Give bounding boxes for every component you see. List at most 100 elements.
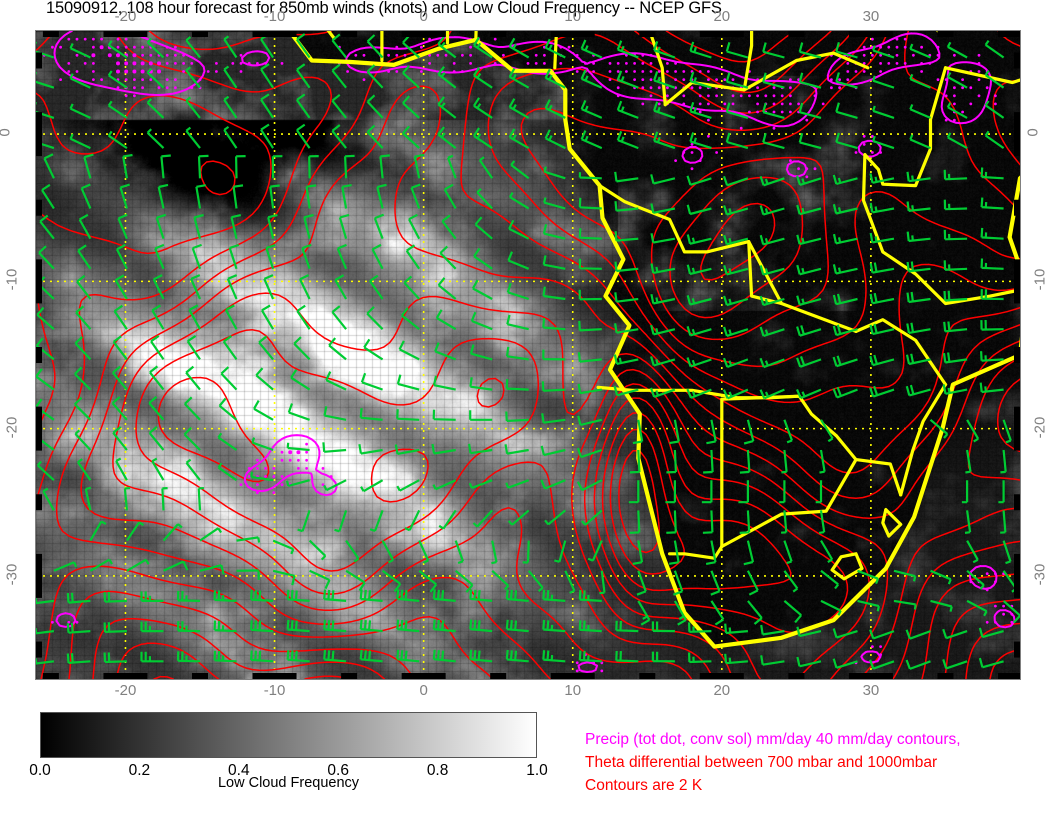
precip-dot — [141, 86, 144, 90]
precip-dot — [862, 45, 866, 49]
precip-dot — [543, 62, 546, 65]
precip-dot — [698, 110, 702, 114]
precip-dot — [452, 70, 456, 73]
wind-barb — [36, 658, 55, 665]
precip-dot — [256, 458, 259, 462]
precip-dot — [99, 45, 104, 50]
precip-dot — [797, 167, 800, 171]
precip-dot — [280, 483, 284, 486]
precip-dot — [92, 78, 95, 81]
precip-dot — [936, 45, 940, 49]
precip-dot — [182, 62, 186, 65]
precip-dot — [698, 159, 702, 163]
precip-dot — [666, 94, 669, 98]
precip-dot — [805, 118, 809, 122]
precip-dot — [239, 53, 243, 57]
precip-dot — [141, 78, 144, 81]
precip-dot — [592, 661, 595, 665]
precip-dot — [387, 53, 390, 57]
precip-dot — [953, 86, 956, 90]
precip-dot — [616, 62, 620, 65]
precip-dot — [616, 94, 620, 98]
theta-contour-30K — [618, 449, 660, 554]
precip-dot — [141, 45, 144, 49]
precip-dot — [690, 167, 694, 171]
precip-dot — [994, 102, 997, 106]
precip-dot — [116, 53, 120, 58]
precip-dot — [994, 620, 997, 624]
precip-dot — [903, 45, 907, 49]
political-border-3 — [380, 31, 384, 63]
precip-dot — [739, 94, 743, 98]
precip-dot — [165, 78, 169, 81]
precip-dot — [977, 70, 981, 73]
precip-dot — [543, 53, 546, 57]
precip-dot — [321, 483, 325, 486]
precip-dot — [641, 62, 645, 65]
precip-dot — [157, 69, 161, 74]
precip-dot — [944, 118, 948, 122]
precip-dot — [969, 102, 973, 106]
precip-dot — [148, 61, 153, 66]
wind-barb — [140, 651, 164, 663]
precip-dot — [428, 37, 431, 41]
precip-dot — [133, 45, 136, 49]
y-tick-left-2: -20 — [3, 416, 21, 438]
precip-dot — [994, 580, 997, 584]
precip-dot — [944, 94, 948, 98]
precip-dot — [887, 45, 891, 49]
precip-dot — [428, 53, 431, 57]
wind-barb — [36, 627, 55, 635]
wind-barb — [213, 620, 237, 633]
precip-dot — [862, 134, 866, 138]
precip-dot — [280, 475, 284, 478]
precip-dot — [666, 86, 669, 90]
wind-barb — [103, 622, 127, 633]
precip-dot — [256, 491, 259, 495]
precip-dot — [862, 143, 866, 146]
x-tick-top-1: -10 — [263, 8, 286, 25]
precip-dot — [854, 151, 858, 154]
precip-dot — [182, 70, 186, 73]
wind-barb — [505, 649, 529, 663]
wind-barb — [505, 619, 529, 633]
wind-barb — [469, 619, 493, 633]
precip-dot — [133, 86, 136, 90]
precip-dot — [428, 62, 431, 65]
precip-dot — [362, 78, 366, 81]
precip-dot — [649, 53, 653, 57]
precip-dot — [682, 94, 686, 98]
precip-dot — [821, 102, 825, 106]
wind-barb — [213, 650, 237, 663]
precip-dot — [649, 78, 653, 81]
precip-dot — [756, 102, 759, 106]
precip-dot — [67, 37, 71, 41]
precip-dot — [633, 62, 636, 65]
precip-dot — [92, 45, 95, 49]
coastline-africa — [283, 31, 1020, 649]
precip-dot — [895, 62, 899, 65]
political-border-8 — [742, 31, 754, 92]
precip-dot — [838, 86, 841, 90]
precip-dot — [657, 86, 661, 90]
precip-dot — [871, 134, 874, 138]
wind-barb — [942, 659, 968, 670]
precip-dot — [75, 53, 79, 57]
map-plot-area: -20 -20 -10 -10 0 0 10 10 20 20 30 30 0 0 -10 -10 -20 -20… — [0, 8, 1048, 699]
precip-dot — [657, 102, 661, 106]
wind-barb — [432, 619, 456, 633]
precip-dot — [149, 53, 153, 57]
wind-barb — [724, 653, 748, 665]
precip-dot — [395, 45, 399, 49]
precip-dot — [625, 53, 628, 57]
precip-dot — [903, 62, 907, 65]
precip-dot — [903, 37, 907, 41]
wind-barb — [615, 620, 639, 633]
precip-dot — [748, 94, 751, 98]
legend-contour-interval-line: Contours are 2 K — [585, 777, 703, 794]
wind-barb — [578, 620, 602, 633]
precip-dot — [100, 37, 103, 41]
wind-barb — [688, 652, 712, 664]
precip-dot — [707, 78, 710, 81]
precip-dot — [239, 62, 243, 65]
